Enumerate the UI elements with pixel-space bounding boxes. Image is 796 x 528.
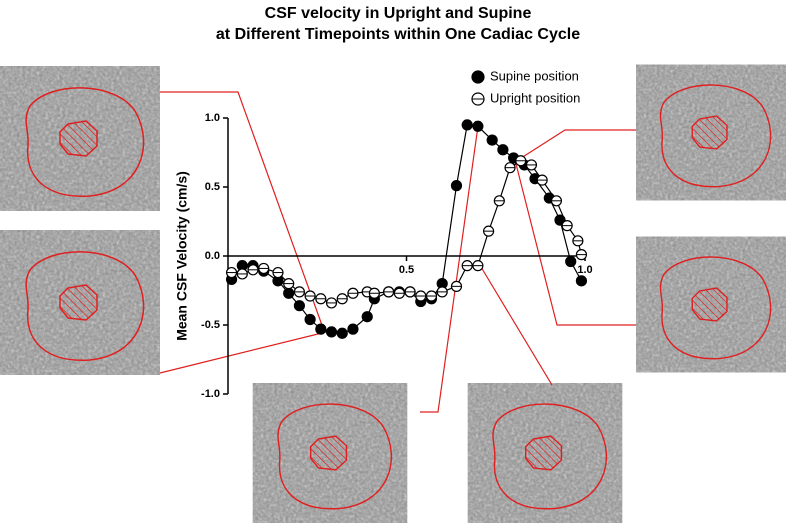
mri-image [253,383,407,523]
connector [514,159,636,326]
data-point [472,120,484,132]
mri-image [636,237,786,373]
data-point [361,311,373,323]
mri-image [468,383,622,523]
legend-label: Upright position [490,90,580,105]
connector [160,91,324,329]
y-tick-label: -0.5 [201,319,220,331]
y-tick-label: 0.5 [205,181,220,193]
x-tick-label: 1.0 [577,264,592,276]
y-axis-label: Mean CSF Velocity (cm/s) [174,171,190,341]
data-point [304,313,316,326]
chart-subtitle: at Different Timepoints within One Cadia… [216,26,580,43]
mri-image [636,65,786,201]
data-point [336,327,348,339]
connector [480,266,553,386]
data-point [293,300,305,312]
data-point [461,119,473,131]
data-point [315,323,327,335]
x-tick-label: 0.5 [399,264,414,276]
data-point [575,275,588,287]
y-tick-label: -1.0 [201,388,220,400]
data-point [565,255,577,268]
connectors [159,91,636,413]
y-tick-label: 0.0 [205,250,220,262]
y-tick-label: 1.0 [205,112,220,124]
mri-image [0,66,160,211]
data-point [283,287,295,299]
data-point [450,180,463,192]
legend-marker [471,70,485,84]
data-point [347,323,359,335]
connector [517,129,636,161]
connector [420,125,479,413]
mri-image [0,230,160,375]
data-point [325,326,338,338]
series-line [231,124,582,334]
legend-label: Supine position [490,68,579,83]
data-point [497,144,509,156]
connector [159,331,327,374]
chart-title: CSF velocity in Upright and Supine [265,5,532,22]
data-point [486,134,498,146]
